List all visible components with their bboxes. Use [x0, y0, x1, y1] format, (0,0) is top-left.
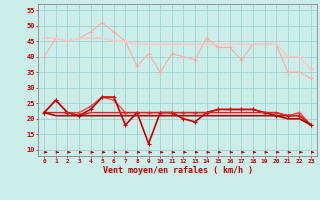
X-axis label: Vent moyen/en rafales ( km/h ): Vent moyen/en rafales ( km/h ) [103, 166, 252, 175]
